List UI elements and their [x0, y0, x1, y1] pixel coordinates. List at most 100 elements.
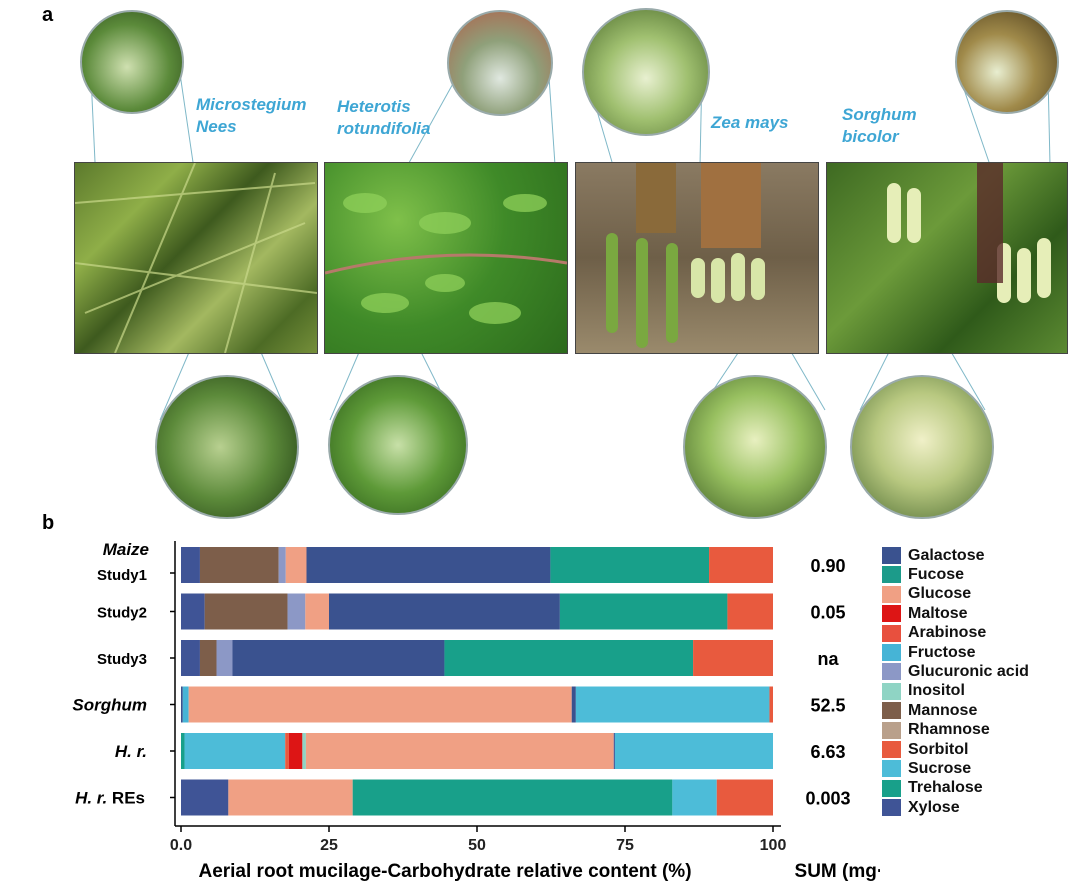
legend-label: Sucrose: [908, 759, 972, 777]
bar-segment-sorbitol: [709, 547, 773, 583]
bar-segment-maltose: [288, 733, 303, 769]
bar-segment-xylose: [613, 733, 615, 769]
bar-segment-trehalose: [352, 779, 673, 816]
legend-label: Galactose: [908, 546, 985, 564]
legend-label: Sorbitol: [908, 740, 969, 758]
species-label-heterotis: Heterotis rotundifolia: [337, 97, 431, 138]
legend-label: Maltose: [908, 604, 968, 622]
sum-value: 0.90: [810, 556, 845, 576]
zoom-circle-sorghum-bottom: [850, 375, 994, 519]
sum-value: 6.63: [810, 742, 845, 762]
legend-item-mannose: Mannose: [882, 701, 977, 720]
bar-segment-mannose: [199, 640, 217, 676]
legend-item-sucrose: Sucrose: [882, 759, 971, 778]
bar-segment-glucuronic-acid: [278, 547, 286, 583]
bar-segment-mannose: [199, 547, 279, 583]
legend-swatch: [882, 721, 901, 739]
bar-segment-glucose: [305, 733, 614, 769]
legend-item-glucose: Glucose: [882, 585, 971, 604]
bar-segment-glucose: [305, 593, 329, 630]
bar-segment-sorbitol: [285, 733, 289, 769]
x-axis-label: Aerial root mucilage-Carbohydrate relati…: [198, 861, 691, 882]
x-tick-label: 50: [468, 837, 486, 854]
legend-swatch: [882, 702, 901, 720]
bar-segment-xylose: [181, 779, 229, 816]
x-tick-label: 25: [320, 837, 338, 854]
legend-label: Inositol: [908, 682, 965, 700]
legend-item-fructose: Fructose: [882, 643, 976, 662]
legend-label: Fucose: [908, 565, 965, 583]
bar-segment-galactose: [181, 686, 183, 723]
legend-item-fucose: Fucose: [882, 565, 964, 584]
legend-swatch: [882, 624, 901, 642]
legend-swatch: [882, 605, 901, 623]
bar-segment-sucrose: [184, 733, 286, 769]
row-label: H. r. REs: [75, 789, 145, 808]
bar-segment-glucose: [285, 547, 307, 583]
bar-segment-xylose: [181, 640, 200, 676]
legend-label: Arabinose: [908, 624, 987, 642]
legend-label: Rhamnose: [908, 721, 990, 739]
legend-item-sorbitol: Sorbitol: [882, 740, 968, 759]
legend-swatch: [882, 779, 901, 797]
bar-segment-xylose: [181, 547, 200, 583]
legend-swatch: [882, 760, 901, 778]
legend-swatch: [882, 644, 901, 661]
legend-item-galactose: Galactose: [882, 546, 984, 565]
bar-segment-inositol: [302, 733, 306, 769]
legend-label: Trehalose: [908, 779, 983, 797]
bar-segment-sorbitol: [693, 640, 773, 676]
row-label: H. r.: [115, 742, 147, 761]
bar-segment-mannose: [204, 593, 288, 630]
bar-segment-sucrose: [672, 779, 717, 816]
bar-segment-trehalose: [444, 640, 694, 676]
zoom-circle-zea-bottom: [683, 375, 827, 519]
bar-segment-sucrose: [575, 686, 770, 723]
bar-segment-glucose: [228, 779, 353, 816]
bar-segment-trehalose: [181, 733, 185, 769]
legend-swatch: [882, 585, 901, 603]
legend-item-xylose: Xylose: [882, 798, 960, 817]
bar-segment-galactose: [571, 686, 576, 723]
panel-a-label: a: [42, 4, 54, 26]
row-label: Study1: [97, 567, 147, 584]
sum-value: na: [817, 649, 839, 669]
row-label: Study2: [97, 605, 147, 622]
bar-segment-fructose: [182, 686, 189, 723]
bar-segment-glucuronic-acid: [287, 593, 306, 630]
bar-segment-trehalose: [559, 593, 728, 630]
photo-sorghum: [826, 162, 1068, 354]
legend-item-trehalose: Trehalose: [882, 779, 983, 798]
sum-axis-label: SUM (mg·g⁻¹): [795, 861, 880, 882]
legend-item-glucuronic-acid: Glucuronic acid: [882, 662, 1029, 681]
x-tick-label: 0.0: [170, 837, 192, 854]
legend-item-arabinose: Arabinose: [882, 624, 986, 643]
zoom-circle-sorghum-top: [955, 10, 1059, 114]
legend-item-rhamnose: Rhamnose: [882, 721, 990, 740]
legend-swatch: [882, 682, 901, 700]
legend-swatch: [882, 741, 901, 758]
stacked-bar-chart: Maize Study1 0.90 Study2 0.05 Study3 na Sorghum…: [72, 540, 880, 882]
panel-b-label: b: [42, 512, 55, 534]
zoom-circle-microstegium-top: [80, 10, 184, 114]
legend-item-maltose: Maltose: [882, 604, 968, 623]
sum-value: 0.05: [810, 603, 845, 623]
legend-item-inositol: Inositol: [882, 682, 965, 701]
species-label-microstegium: Microstegium Nees: [196, 95, 307, 136]
bar-segment-galactose: [306, 547, 551, 583]
row-group-label: Maize: [103, 540, 149, 559]
species-label-sorghum: Sorghum bicolor: [842, 105, 917, 146]
sum-value: 52.5: [810, 696, 845, 716]
legend-label: Glucose: [908, 585, 972, 603]
bar-segment-galactose: [329, 593, 560, 630]
bar-segment-sorbitol: [727, 593, 773, 630]
legend-label: Glucuronic acid: [908, 662, 1029, 680]
legend-swatch: [882, 566, 901, 584]
zoom-circle-zea-top: [582, 8, 710, 136]
bar-segment-trehalose: [550, 547, 710, 583]
bar-segment-galactose: [232, 640, 445, 676]
bar-segment-sorbitol: [716, 779, 773, 816]
bar-segment-sorbitol: [769, 686, 773, 723]
legend-swatch: [882, 663, 901, 681]
legend-swatch: [882, 547, 901, 564]
